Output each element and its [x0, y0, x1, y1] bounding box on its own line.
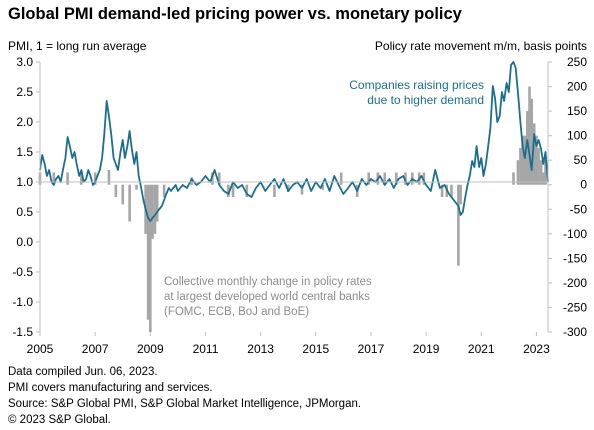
policy-rate-bar — [135, 184, 138, 190]
policy-rate-bar — [339, 172, 343, 185]
policy-rate-bar — [512, 172, 515, 185]
chart-title: Global PMI demand-led pricing power vs. … — [8, 5, 462, 23]
policy-rate-bar — [128, 184, 131, 222]
left-tick-label: 3.0 — [16, 55, 33, 69]
policy-rate-bar — [395, 172, 398, 185]
x-tick-label: 2009 — [137, 342, 164, 356]
policy-rate-bar — [149, 184, 152, 332]
line-annotation-1: Companies raising prices — [349, 78, 484, 92]
footer-source: Source: S&P Global PMI, S&P Global Marke… — [8, 398, 362, 410]
left-tick-label: 0.0 — [16, 235, 33, 249]
policy-rate-bar — [519, 147, 522, 185]
x-tick-label: 2013 — [247, 342, 274, 356]
x-tick-label: 2019 — [413, 342, 440, 356]
right-tick-label: -100 — [563, 227, 587, 241]
policy-rate-bar — [52, 172, 56, 185]
left-tick-label: 0.5 — [16, 205, 33, 219]
bars-annotation-3: (FOMC, ECB, BoJ and BoE) — [164, 306, 309, 318]
right-tick-label: 100 — [567, 129, 587, 143]
line-annotation-2: due to higher demand — [367, 93, 484, 107]
pmi-line-path — [39, 61, 549, 222]
policy-rate-bar — [530, 98, 534, 185]
policy-rate-bar — [93, 172, 97, 185]
policy-rate-bar — [523, 135, 527, 185]
policy-rate-bar — [422, 172, 426, 185]
left-tick-label: 1.0 — [16, 175, 33, 189]
policy-rate-bar — [457, 184, 460, 266]
policy-rate-bar — [450, 184, 453, 197]
right-tick-label: 50 — [574, 153, 588, 167]
right-tick-label: 150 — [567, 104, 587, 118]
left-tick-label: -1.0 — [12, 295, 33, 309]
policy-rate-bar — [231, 184, 235, 197]
policy-rate-bar — [121, 184, 125, 205]
right-tick-label: 200 — [567, 80, 587, 94]
x-tick-label: 2021 — [468, 342, 495, 356]
policy-rate-bar — [151, 184, 154, 239]
policy-rate-bar — [521, 135, 524, 185]
x-tick-label: 2023 — [523, 342, 550, 356]
policy-rate-bar — [245, 184, 249, 197]
policy-rate-bar — [528, 86, 531, 185]
policy-rate-bar — [273, 184, 276, 197]
pmi-line — [39, 61, 549, 222]
policy-rate-bar — [542, 172, 545, 185]
policy-rate-bar — [114, 184, 118, 197]
policy-rate-bar — [526, 111, 529, 185]
policy-rate-bar — [537, 147, 540, 185]
footer-notes: Data compiled Jun. 06, 2023. PMI covers … — [8, 364, 361, 428]
policy-rate-bar — [146, 184, 150, 320]
footer-coverage: PMI covers manufacturing and services. — [8, 382, 213, 394]
right-tick-label: -150 — [563, 251, 587, 265]
policy-rate-bar — [107, 170, 111, 185]
right-tick-label: -50 — [570, 202, 588, 216]
right-tick-label: 0 — [580, 178, 587, 192]
policy-rate-bar — [190, 177, 193, 185]
left-tick-label: -1.5 — [12, 325, 33, 339]
policy-rate-bar — [535, 135, 538, 185]
right-tick-label: 250 — [567, 55, 587, 69]
policy-rate-bar — [544, 160, 547, 185]
x-tick-label: 2007 — [82, 342, 109, 356]
policy-rate-bar — [227, 184, 230, 197]
policy-rate-bar — [153, 184, 157, 234]
x-tick-label: 2011 — [193, 342, 219, 356]
policy-rate-bar — [300, 184, 304, 195]
policy-rate-bar — [383, 172, 387, 185]
x-tick-label: 2005 — [27, 342, 54, 356]
right-tick-label: -200 — [563, 276, 587, 290]
policy-rate-bar — [162, 184, 166, 197]
axes: -1.5 -1.0 -0.5 0.0 0.5 1.0 1.5 2.0 2.5 3.0 -300 -25… — [12, 55, 587, 356]
left-axis-label: PMI, 1 = long run average — [8, 39, 147, 53]
policy-rate-bar — [80, 172, 83, 185]
right-tick-label: -300 — [563, 325, 587, 339]
left-tick-label: 2.0 — [16, 115, 33, 129]
right-tick-label: -250 — [563, 300, 587, 314]
right-axis-label: Policy rate movement m/m, basis points — [375, 39, 587, 53]
chart-svg: -1.5 -1.0 -0.5 0.0 0.5 1.0 1.5 2.0 2.5 3.0 -300 -25… — [8, 39, 587, 356]
left-tick-label: 1.5 — [16, 145, 33, 159]
policy-rate-bar — [516, 160, 520, 185]
bars-annotation-1: Collective monthly change in policy rate… — [164, 276, 372, 288]
policy-rate-bar — [532, 123, 536, 185]
footer-date: Data compiled Jun. 06, 2023. — [8, 366, 158, 378]
policy-rate-bar — [286, 184, 290, 193]
policy-rate-bar — [459, 184, 462, 205]
policy-rate-bar — [440, 184, 444, 197]
bars-annotation-2: at largest developed world central banks — [164, 291, 370, 303]
policy-rate-bar — [66, 172, 69, 185]
policy-rate-bar — [217, 172, 221, 185]
left-tick-label: 2.5 — [16, 85, 33, 99]
policy-rate-bar — [539, 160, 543, 185]
x-tick-label: 2017 — [358, 342, 385, 356]
footer-copyright: © 2023 S&P Global. — [8, 414, 111, 426]
left-tick-label: -0.5 — [12, 265, 33, 279]
policy-rate-bar — [367, 172, 371, 185]
x-tick-label: 2015 — [302, 342, 329, 356]
policy-rate-bar — [321, 184, 324, 190]
policy-rate-bar — [155, 184, 159, 222]
